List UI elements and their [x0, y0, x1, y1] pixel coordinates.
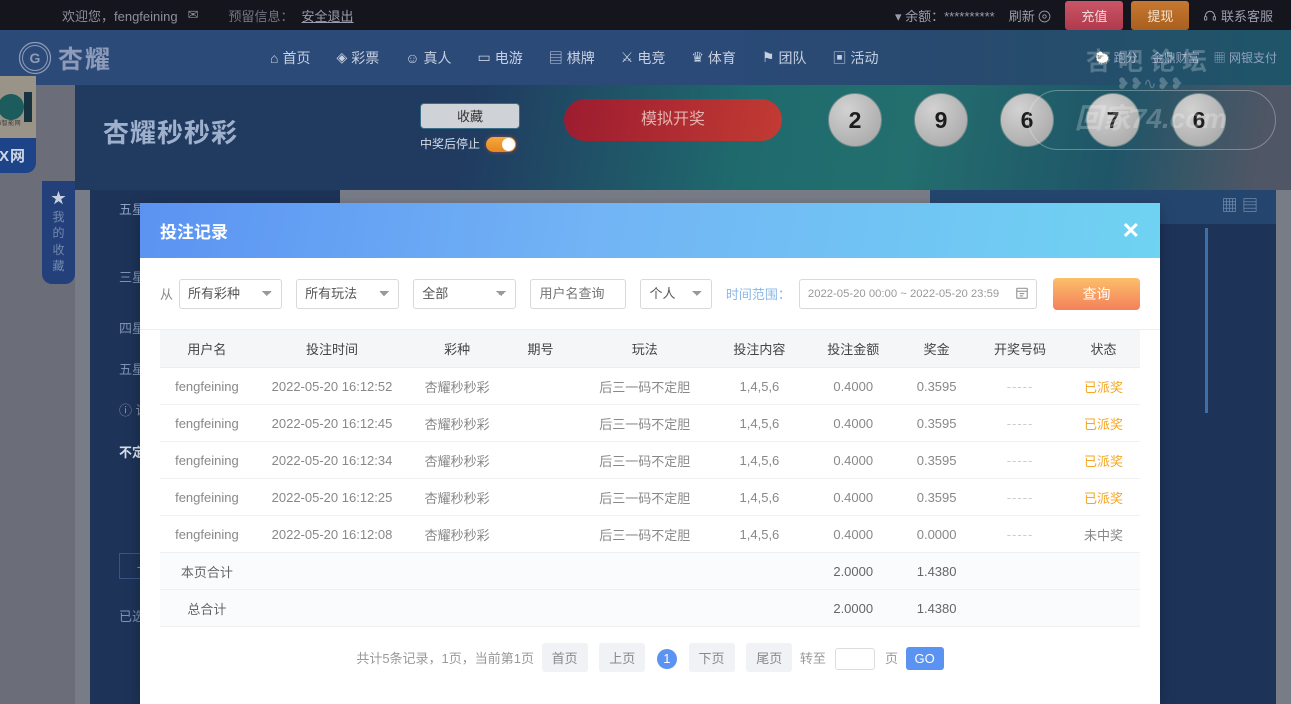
svg-text:G: G: [30, 50, 41, 66]
